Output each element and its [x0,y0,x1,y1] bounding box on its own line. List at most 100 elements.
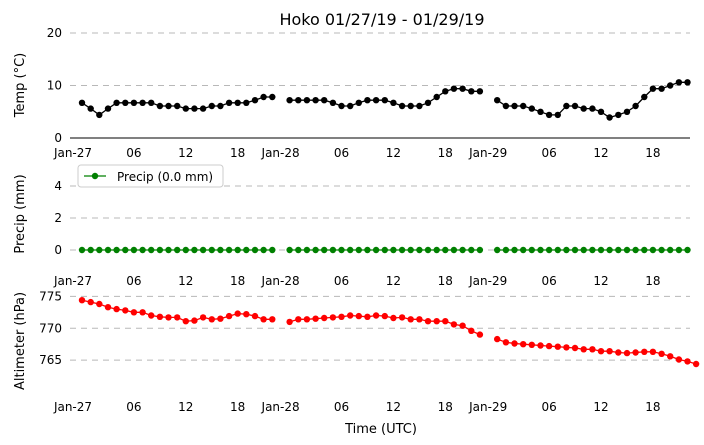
data-point [321,97,328,104]
data-point [165,102,172,110]
data-point [122,99,129,107]
data-point [269,316,276,323]
data-point [191,246,198,254]
data-point [511,102,518,110]
data-point [156,313,164,320]
x-axis-label: Time (UTC) [344,422,417,437]
y-tick-label: 0 [54,131,62,145]
data-point [251,312,259,320]
y-axis-label: Temp (°C) [13,53,28,119]
data-point [476,331,484,338]
x-tick-label: 06 [334,274,349,288]
x-tick-label: 18 [230,274,245,288]
x-tick-label: Jan-28 [261,146,300,160]
x-tick-label: 12 [386,400,401,414]
data-point [407,246,414,254]
data-point [113,99,120,107]
y-axis-label: Altimeter (hPa) [13,292,28,390]
y-tick-label: 0 [54,243,62,257]
data-point [675,79,683,86]
data-point [580,246,587,254]
data-point [571,246,579,254]
data-point [684,246,691,254]
data-point [684,79,691,86]
data-point [338,102,345,110]
data-point [571,102,579,110]
x-tick-label: 12 [593,400,608,414]
data-point [459,246,466,254]
x-tick-label: 18 [438,274,453,288]
data-point [520,102,527,110]
data-point [130,309,138,316]
data-point [372,312,380,319]
data-point [130,246,138,254]
data-point [347,312,354,319]
data-point [364,246,371,254]
data-point [199,105,207,112]
data-point [407,316,414,323]
data-point [96,300,103,308]
data-point [675,356,683,363]
x-tick-label: 06 [541,274,556,288]
data-point [589,246,596,254]
data-point [554,111,561,119]
data-point [459,322,466,329]
data-point [416,102,423,110]
data-point [580,346,587,353]
data-point [208,102,215,110]
x-tick-label: 12 [593,146,608,160]
temp-panel: 0 10 20 Temp (°C) Jan-27 06 12 18 Jan-28 06 12 18 Ja… [13,26,691,160]
legend-label: Precip (0.0 mm) [117,170,213,184]
data-point [104,304,112,311]
data-point [424,99,432,107]
data-point [165,314,172,321]
data-point [156,246,164,254]
data-point [372,246,380,254]
data-point [234,246,241,254]
data-point [442,246,449,254]
chart-title: Hoko 01/27/19 - 01/29/19 [279,10,484,29]
data-point [684,358,691,365]
data-point [545,246,553,254]
data-point [597,246,605,254]
data-point [286,246,293,254]
x-tick-label: 12 [178,146,193,160]
data-point [329,99,337,107]
x-tick-label: Jan-27 [53,146,92,160]
data-point [104,246,112,254]
data-point [148,99,155,107]
data-point [658,85,665,92]
data-point [381,312,388,320]
altimeter-panel: 765 770 775 Altimeter (hPa) Jan-27 06 12 18 Jan-… [13,289,700,414]
data-point [641,246,648,254]
data-point [537,342,544,349]
data-point [563,344,570,351]
data-point [225,246,233,254]
data-point [615,246,622,254]
data-point [537,246,544,254]
data-point [364,97,371,104]
data-point [372,97,380,104]
data-point [658,246,665,254]
data-point [78,297,86,304]
data-point [407,102,414,110]
data-point [632,246,639,254]
x-tick-label: 06 [334,400,349,414]
data-point [468,88,475,95]
data-point [563,246,570,254]
data-point [649,348,657,355]
data-point [355,246,362,254]
data-point [424,246,432,254]
x-tick-label: Jan-28 [261,274,300,288]
legend-marker [91,172,99,180]
data-point [667,353,674,360]
data-point [286,97,293,104]
y-tick-label: 2 [54,211,62,225]
data-point [217,246,224,254]
x-tick-label: 18 [438,400,453,414]
data-point [615,111,622,119]
data-point [580,105,587,112]
data-point [174,314,181,321]
x-tick-label: Jan-29 [468,146,507,160]
data-point [450,321,458,328]
